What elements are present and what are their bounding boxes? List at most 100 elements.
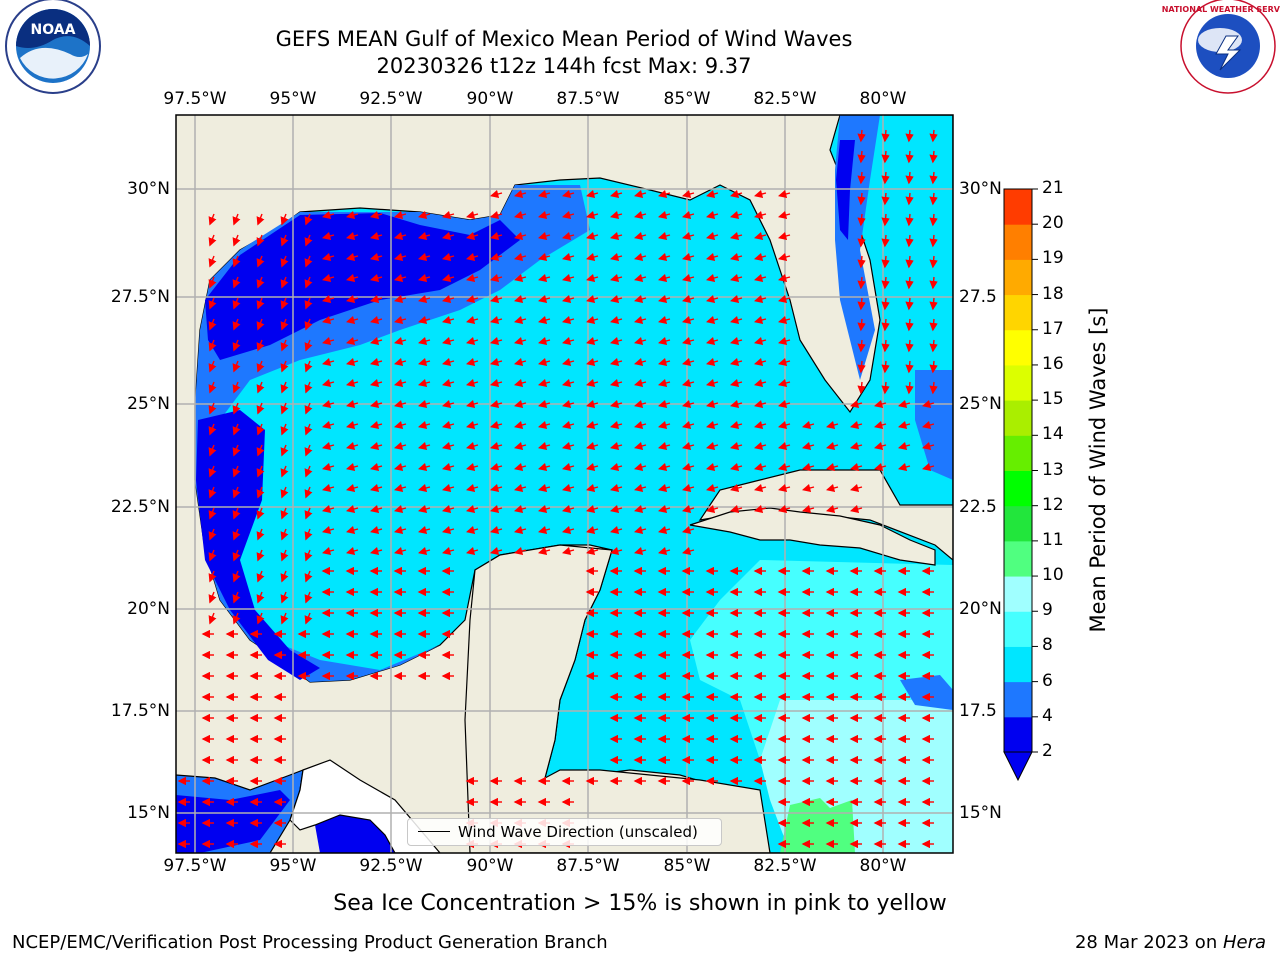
- wind-wave-arrow: [633, 189, 647, 199]
- wind-wave-arrow: [585, 399, 599, 409]
- wind-wave-arrow: [585, 231, 599, 241]
- wind-wave-arrow: [345, 315, 359, 325]
- wind-wave-arrow: [417, 483, 431, 493]
- wind-wave-arrow: [232, 297, 241, 310]
- wind-wave-arrow: [321, 483, 335, 493]
- wind-wave-arrow: [513, 210, 527, 220]
- sea-ice-note: Sea Ice Concentration > 15% is shown in …: [333, 891, 947, 916]
- wind-wave-arrow: [369, 252, 383, 262]
- lon-label-top: 97.5°W: [163, 89, 227, 109]
- wind-wave-arrow: [849, 441, 863, 451]
- wind-wave-arrow: [304, 549, 313, 562]
- wind-wave-arrow: [417, 441, 431, 451]
- wind-wave-arrow: [417, 210, 431, 220]
- wind-wave-arrow: [753, 483, 767, 493]
- lat-label-right: 30°N: [959, 179, 1002, 199]
- wind-wave-arrow: [681, 210, 695, 220]
- wind-wave-arrow: [280, 486, 289, 499]
- wind-wave-arrow: [681, 504, 695, 514]
- wind-wave-arrow: [256, 234, 265, 247]
- wind-wave-arrow: [753, 231, 767, 241]
- wind-wave-arrow: [256, 402, 265, 415]
- wind-wave-arrow: [417, 525, 431, 535]
- wind-wave-arrow: [208, 465, 217, 478]
- wind-wave-arrow: [929, 213, 938, 227]
- wind-wave-arrow: [881, 318, 890, 332]
- wind-wave-arrow: [256, 444, 265, 457]
- wind-wave-arrow: [609, 525, 623, 535]
- wind-wave-arrow: [393, 462, 407, 472]
- wind-wave-arrow: [857, 318, 866, 332]
- wind-wave-arrow: [681, 357, 695, 367]
- wind-wave-arrow: [304, 318, 313, 331]
- wind-wave-arrow: [561, 378, 575, 388]
- wind-wave-arrow: [369, 399, 383, 409]
- wind-wave-arrow: [232, 486, 241, 499]
- wind-wave-arrow: [929, 150, 938, 164]
- wind-wave-arrow: [561, 315, 575, 325]
- wind-wave-arrow: [921, 462, 935, 472]
- wind-wave-arrow: [393, 357, 407, 367]
- colorbar-swatch: [1004, 540, 1032, 577]
- wind-wave-arrow: [393, 483, 407, 493]
- wind-wave-arrow: [369, 546, 383, 556]
- wind-wave-arrow: [465, 399, 479, 409]
- colorbar-swatch: [1004, 681, 1032, 718]
- wind-wave-arrow: [417, 378, 431, 388]
- wind-wave-arrow: [280, 255, 289, 268]
- wind-wave-arrow: [753, 399, 767, 409]
- colorbar-swatch: [1004, 435, 1032, 471]
- wind-wave-arrow: [441, 441, 455, 451]
- wind-wave-arrow: [881, 213, 890, 227]
- wind-wave-arrow: [777, 483, 791, 493]
- map-legend: Wind Wave Direction (unscaled): [407, 818, 722, 846]
- wind-wave-arrow: [537, 525, 551, 535]
- wind-wave-arrow: [753, 336, 767, 346]
- wind-wave-arrow: [777, 294, 791, 304]
- wind-wave-arrow: [705, 210, 719, 220]
- wind-wave-arrow: [801, 483, 815, 493]
- wind-wave-arrow: [465, 441, 479, 451]
- lon-label-top: 95°W: [269, 89, 317, 109]
- wind-wave-arrow: [537, 252, 551, 262]
- colorbar-tick-label: 19: [1042, 248, 1064, 269]
- wind-wave-arrow: [208, 339, 217, 352]
- wind-wave-arrow: [256, 255, 265, 268]
- wind-wave-arrow: [537, 441, 551, 451]
- wind-wave-arrow: [280, 360, 289, 373]
- wind-wave-arrow: [345, 378, 359, 388]
- wind-wave-arrow: [441, 231, 455, 241]
- wind-wave-arrow: [345, 231, 359, 241]
- wind-wave-arrow: [857, 171, 866, 185]
- wind-wave-arrow: [321, 210, 335, 220]
- noaa-logo-text: NOAA: [31, 22, 76, 38]
- wind-wave-arrow: [561, 189, 575, 199]
- wind-wave-arrow: [321, 462, 335, 472]
- wind-wave-arrow: [321, 420, 335, 430]
- wind-wave-arrow: [609, 189, 623, 199]
- wind-wave-arrow: [489, 231, 503, 241]
- wind-wave-arrow: [321, 315, 335, 325]
- wind-wave-arrow: [729, 294, 743, 304]
- wind-wave-arrow: [489, 210, 503, 220]
- colorbar-tick-label: 4: [1042, 705, 1053, 726]
- wind-wave-arrow: [929, 234, 938, 248]
- wind-wave-arrow: [849, 504, 863, 514]
- colorbar-swatch: [1004, 576, 1032, 612]
- wind-wave-arrow: [393, 273, 407, 283]
- wind-wave-arrow: [633, 294, 647, 304]
- wind-wave-arrow: [657, 378, 671, 388]
- lat-label-left: 20°N: [127, 599, 170, 619]
- wind-wave-arrow: [441, 525, 455, 535]
- wind-wave-arrow: [857, 381, 866, 395]
- wind-wave-arrow: [513, 420, 527, 430]
- wind-wave-arrow: [729, 210, 743, 220]
- wind-wave-arrow: [777, 252, 791, 262]
- wind-wave-arrow: [905, 276, 914, 290]
- chart-title: GEFS MEAN Gulf of Mexico Mean Period of …: [275, 27, 853, 51]
- wind-wave-arrow: [681, 294, 695, 304]
- lat-label-right: 22.5: [959, 497, 997, 517]
- wind-wave-arrow: [657, 210, 671, 220]
- wind-wave-arrow: [345, 336, 359, 346]
- colorbar-swatch: [1004, 505, 1032, 542]
